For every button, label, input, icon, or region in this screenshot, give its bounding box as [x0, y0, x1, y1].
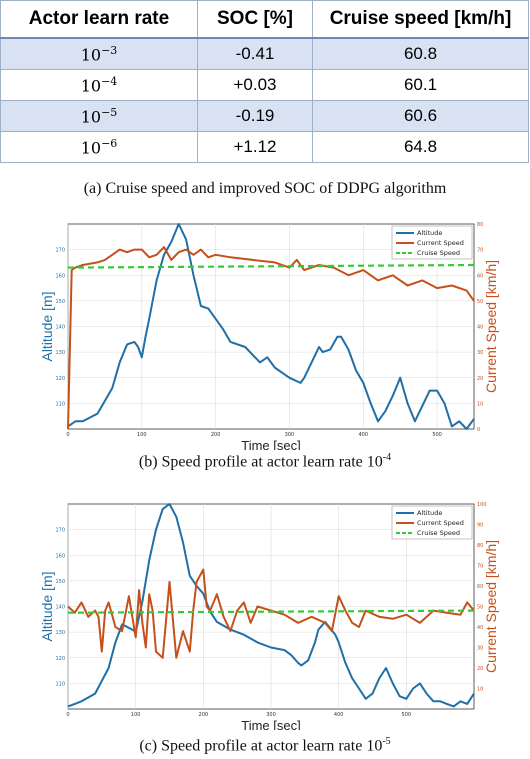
- x-tick-label: 500: [432, 432, 442, 438]
- x-tick-label: 200: [199, 712, 209, 718]
- results-table: Actor learn rate SOC [%] Cruise speed [k…: [0, 0, 529, 163]
- learn-rate-cell: 10−6: [0, 131, 198, 163]
- x-axis-label: Time [sec]: [241, 438, 300, 450]
- series-line-altitude: [67, 503, 475, 708]
- soc-cell: -0.41: [197, 37, 313, 70]
- x-axis-label: Time [sec]: [241, 718, 300, 730]
- y-left-tick-label: 160: [55, 553, 65, 559]
- series-line-current-speed: [67, 568, 475, 659]
- y-left-tick-label: 130: [55, 630, 65, 636]
- y-left-tick-label: 120: [55, 376, 65, 382]
- x-tick-label: 300: [285, 432, 295, 438]
- y-left-tick-label: 140: [55, 605, 65, 611]
- speed-profile-chart-b: 0 100 200 300 400 500 110 120 130 140 150 160 170 0 10…: [39, 222, 499, 450]
- y-right-tick-label: 40: [477, 325, 483, 331]
- soc-cell: +1.12: [197, 131, 313, 163]
- y-left-axis-label: Altitude [m]: [39, 571, 55, 641]
- y-right-tick-label: 80: [477, 222, 483, 228]
- series-line-altitude: [67, 223, 475, 430]
- legend-label: Altitude: [417, 229, 442, 237]
- legend-label: Altitude: [417, 509, 442, 517]
- y-right-tick-label: 60: [477, 584, 483, 590]
- learn-rate-cell: 10−5: [0, 100, 198, 132]
- x-tick-label: 100: [137, 432, 147, 438]
- y-right-tick-label: 20: [477, 666, 483, 672]
- learn-rate-cell: 10−3: [0, 37, 198, 70]
- cruise-speed-cell: 60.8: [312, 37, 529, 70]
- cruise-speed-cell: 64.8: [312, 131, 529, 163]
- y-right-tick-label: 50: [477, 299, 483, 305]
- table-header-row: Actor learn rate SOC [%] Cruise speed [k…: [0, 0, 529, 39]
- y-left-tick-label: 150: [55, 299, 65, 305]
- y-left-tick-label: 150: [55, 579, 65, 585]
- soc-cell: -0.19: [197, 100, 313, 132]
- y-left-tick-label: 130: [55, 350, 65, 356]
- x-tick-label: 200: [211, 432, 221, 438]
- caption-b: (b) Speed profile at actor learn rate 10…: [138, 452, 392, 471]
- y-right-tick-label: 60: [477, 273, 483, 279]
- x-tick-label: 400: [358, 432, 368, 438]
- speed-profile-chart-c: 0 100 200 300 400 500 110 120 130 140 150 160 170 10 2…: [39, 502, 499, 730]
- soc-cell: +0.03: [197, 69, 313, 101]
- header-actor-learn-rate: Actor learn rate: [0, 0, 198, 39]
- y-right-tick-label: 30: [477, 646, 483, 652]
- series-line-current-speed: [67, 246, 475, 430]
- y-right-tick-label: 10: [477, 401, 483, 407]
- x-tick-label: 400: [334, 712, 344, 718]
- learn-rate-cell: 10−4: [0, 69, 198, 101]
- legend-label: Current Speed: [417, 239, 464, 247]
- y-left-tick-label: 120: [55, 656, 65, 662]
- y-right-tick-label: 20: [477, 376, 483, 382]
- y-right-tick-label: 50: [477, 605, 483, 611]
- series-line-cruise-speed: [67, 263, 475, 269]
- x-tick-label: 0: [66, 432, 69, 438]
- y-right-tick-label: 80: [477, 543, 483, 549]
- table-row: 10−4 +0.03 60.1: [0, 69, 529, 101]
- y-right-tick-label: 0: [477, 427, 480, 433]
- y-right-tick-label: 10: [477, 687, 483, 693]
- y-right-tick-label: 40: [477, 625, 483, 631]
- legend-label: Cruise Speed: [417, 529, 460, 537]
- y-left-tick-label: 110: [55, 681, 65, 687]
- y-left-tick-label: 140: [55, 325, 65, 331]
- table-row: 10−6 +1.12 64.8: [0, 131, 529, 163]
- y-right-tick-label: 100: [477, 502, 487, 508]
- series-line-cruise-speed: [67, 609, 475, 614]
- y-left-axis-label: Altitude [m]: [39, 291, 55, 361]
- x-tick-label: 0: [66, 712, 69, 718]
- y-left-tick-label: 170: [55, 528, 65, 534]
- y-right-axis-label: Current Speed [km/h]: [483, 260, 499, 393]
- y-left-tick-label: 170: [55, 248, 65, 254]
- cruise-speed-cell: 60.6: [312, 100, 529, 132]
- x-tick-label: 300: [266, 712, 276, 718]
- header-soc: SOC [%]: [197, 0, 313, 39]
- y-right-tick-label: 90: [477, 523, 483, 529]
- legend-label: Current Speed: [417, 519, 464, 527]
- caption-c: (c) Speed profile at actor learn rate 10…: [139, 736, 391, 755]
- legend-label: Cruise Speed: [417, 249, 460, 257]
- caption-a: (a) Cruise speed and improved SOC of DDP…: [83, 180, 447, 197]
- cruise-speed-cell: 60.1: [312, 69, 529, 101]
- y-left-tick-label: 110: [55, 401, 65, 407]
- y-right-axis-label: Current Speed [km/h]: [483, 540, 499, 673]
- table-row: 10−3 -0.41 60.8: [0, 37, 529, 70]
- y-left-tick-label: 160: [55, 273, 65, 279]
- x-tick-label: 100: [131, 712, 141, 718]
- table-row: 10−5 -0.19 60.6: [0, 100, 529, 132]
- y-right-tick-label: 70: [477, 248, 483, 254]
- x-tick-label: 500: [402, 712, 412, 718]
- y-right-tick-label: 30: [477, 350, 483, 356]
- header-cruise-speed: Cruise speed [km/h]: [312, 0, 529, 39]
- y-right-tick-label: 70: [477, 564, 483, 570]
